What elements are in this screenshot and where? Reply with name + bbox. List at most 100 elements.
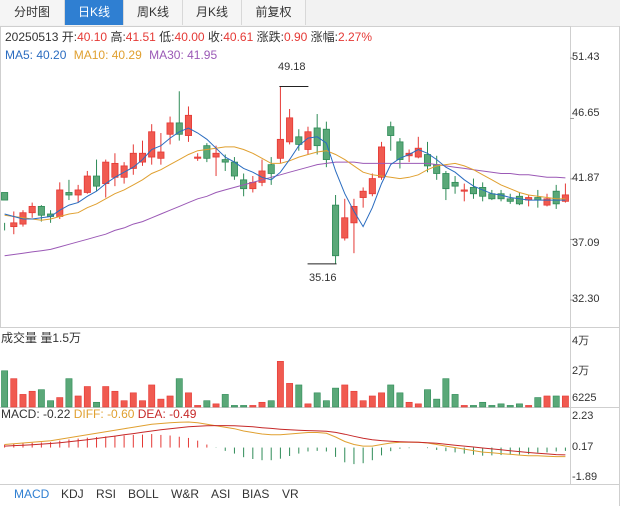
volume-bar	[175, 378, 183, 408]
diff-label: DIFF:	[73, 407, 104, 421]
volume-bar	[405, 401, 413, 408]
high-value: 41.51	[125, 30, 156, 44]
volume-bar	[93, 401, 100, 408]
candle-body	[148, 131, 156, 158]
ma10-line	[4, 146, 566, 221]
volume-bar	[37, 389, 45, 408]
candle-body	[1, 192, 9, 201]
candle-body	[120, 165, 128, 178]
candle-body	[442, 173, 450, 190]
volume-bar	[387, 384, 395, 408]
volume-bar	[111, 390, 119, 408]
tab-vr[interactable]: VR	[282, 487, 299, 501]
volume-bar	[304, 403, 312, 408]
candle-body	[129, 152, 137, 169]
close-label: 收:	[207, 30, 224, 44]
tab-rsi[interactable]: RSI	[96, 487, 117, 501]
macd-tick-3: -1.89	[572, 471, 598, 483]
volume-bar	[231, 405, 238, 408]
candle-body	[194, 156, 202, 159]
candle-body	[276, 138, 284, 159]
ma5-legend: MA5: 40.20	[5, 48, 67, 62]
info-date: 20250513	[5, 30, 59, 44]
macd-dea-line	[4, 425, 566, 456]
tab-kdj[interactable]: KDJ	[61, 487, 84, 501]
tab-forward-adjust[interactable]: 前复权	[242, 0, 306, 25]
candle-body	[184, 114, 192, 136]
candle-body	[387, 126, 395, 136]
volume-bar	[28, 390, 36, 408]
candle-body	[359, 190, 367, 198]
volume-bar	[534, 397, 542, 408]
volume-bar	[10, 378, 18, 408]
candle-body	[295, 136, 303, 145]
candle-body	[451, 181, 459, 187]
candle-body	[543, 198, 551, 206]
tab-macd[interactable]: MACD	[14, 487, 50, 501]
low-value: 40.00	[174, 30, 205, 44]
volume-bar	[185, 392, 192, 408]
candle-body	[396, 141, 404, 160]
candle-body	[65, 192, 73, 196]
candle-body	[111, 162, 119, 178]
volume-bar	[414, 403, 422, 408]
price-tick-5: 32.30	[572, 293, 600, 305]
volume-bar	[267, 400, 275, 408]
volume-bar	[350, 390, 358, 408]
candle-body	[138, 152, 147, 163]
volume-bar	[341, 384, 349, 408]
tab-weekly-k[interactable]: 周K线	[124, 0, 183, 25]
volume-bar	[212, 403, 220, 408]
tab-daily-k[interactable]: 日K线	[65, 0, 124, 25]
volume-bar	[295, 384, 303, 408]
candle-body	[286, 117, 294, 143]
high-label: 高:	[110, 30, 126, 44]
ohlc-info: 20250513 开:40.10 高:41.51 低:40.00 收:40.61…	[5, 28, 372, 45]
volume-bar	[166, 395, 174, 408]
dea-value: -0.49	[169, 407, 197, 421]
open-label: 开:	[61, 30, 78, 44]
macd-tick-2: 0.17	[572, 441, 594, 453]
volume-label: 成交量	[1, 331, 38, 345]
volume-bar	[19, 394, 27, 408]
volume-bar	[240, 405, 248, 408]
tab-asi[interactable]: ASI	[211, 487, 231, 501]
candle-body	[332, 204, 340, 257]
candle-body	[28, 205, 36, 214]
candle-body	[552, 190, 560, 205]
price-tick-1: 51.43	[572, 51, 600, 63]
candle-body	[203, 145, 211, 159]
indicator-tabs: MACD KDJ RSI BOLL W&R ASI BIAS VR	[0, 484, 620, 506]
candle-body	[460, 189, 468, 192]
volume-bar	[203, 400, 211, 408]
volume-bar	[102, 386, 110, 408]
candle-body	[506, 198, 514, 202]
volume-bar	[543, 395, 551, 408]
candle-body	[74, 189, 82, 196]
candle-body	[175, 122, 183, 135]
volume-bar	[470, 405, 477, 408]
candle-body	[423, 154, 432, 167]
tab-monthly-k[interactable]: 月K线	[183, 0, 242, 25]
volume-bar	[552, 395, 560, 408]
candle-body	[37, 205, 45, 216]
candle-body	[304, 131, 312, 150]
volume-bar	[488, 405, 496, 408]
price-tick-3: 41.87	[572, 172, 600, 184]
volume-bar	[479, 401, 487, 408]
volume-bar	[497, 403, 505, 408]
candle-body	[561, 194, 569, 202]
tab-bias[interactable]: BIAS	[242, 487, 270, 501]
period-tabs: 分时图 日K线 周K线 月K线 前复权	[0, 0, 620, 27]
macd-title: MACD: -0.22 DIFF: -0.60 DEA: -0.49	[1, 407, 196, 421]
volume-bar	[276, 361, 284, 408]
volume-tick-1: 4万	[572, 335, 590, 347]
volume-bar	[359, 400, 367, 408]
candle-body	[258, 170, 266, 183]
tab-boll[interactable]: BOLL	[128, 487, 159, 501]
tab-wr[interactable]: W&R	[171, 487, 199, 501]
candle-body	[414, 147, 422, 158]
volume-bar	[368, 395, 376, 408]
tab-intraday[interactable]: 分时图	[0, 0, 65, 25]
